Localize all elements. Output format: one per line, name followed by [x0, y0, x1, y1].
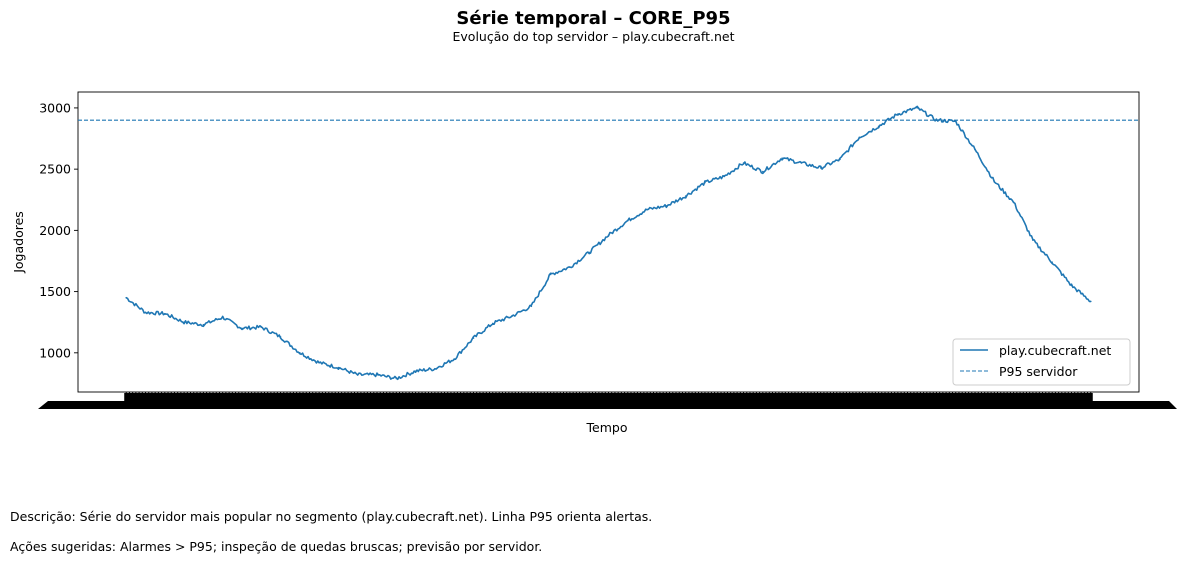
x-tick-labels-overlap [38, 401, 1177, 409]
series-point [646, 208, 648, 211]
series-point [183, 321, 185, 324]
series-point [260, 326, 263, 328]
series-point [202, 323, 205, 326]
series-point [704, 181, 706, 184]
series-point [491, 322, 494, 325]
series-point [337, 366, 340, 369]
x-axis-label: Tempo [586, 420, 628, 435]
line-chart: 1000 1500 2000 2500 3000 Jogadores Tempo pla… [11, 91, 1177, 435]
series-point [144, 311, 147, 314]
series-point [318, 361, 320, 364]
series-point [993, 180, 996, 183]
series-point [279, 336, 282, 338]
series-point [530, 305, 533, 308]
x-tick-labels-overlap [124, 393, 1093, 401]
series-point [1089, 300, 1092, 303]
suggested-actions-text: Ações sugeridas: Alarmes > P95; inspeção… [10, 539, 543, 554]
series-point [1070, 284, 1073, 287]
series-point [299, 352, 301, 354]
series-point [221, 316, 224, 319]
series-point [395, 377, 398, 380]
legend-label-p95: P95 servidor [999, 364, 1078, 379]
series-point [897, 113, 899, 115]
series-point [954, 120, 957, 123]
series-point [356, 374, 359, 376]
series-point [800, 162, 803, 164]
y-axis: 1000 1500 2000 2500 3000 [39, 100, 78, 360]
series-point [665, 205, 668, 207]
series-point [241, 327, 243, 330]
series-point [742, 162, 745, 164]
series-point [511, 315, 513, 317]
y-tick-label: 1000 [39, 345, 71, 360]
series-point [1012, 201, 1015, 204]
series-point [125, 296, 128, 299]
y-tick-label: 3000 [39, 100, 71, 115]
series-point [974, 148, 976, 151]
series-point [453, 358, 455, 360]
series-point [1051, 261, 1053, 264]
series-point [588, 251, 591, 254]
series-point [1032, 239, 1034, 241]
x-axis [38, 392, 1177, 409]
series-point [607, 234, 610, 237]
series-point [569, 266, 571, 268]
legend: play.cubecraft.net P95 servidor [952, 338, 1131, 386]
series-point [839, 158, 841, 161]
series-point [877, 125, 880, 128]
series-point [762, 170, 764, 173]
series-point [858, 136, 861, 139]
series-point [916, 107, 918, 109]
chart-title: Série temporal – CORE_P95 [456, 8, 731, 29]
y-tick-label: 1500 [39, 284, 71, 299]
legend-frame [952, 338, 1131, 386]
series-point [723, 175, 726, 178]
series-point [414, 370, 417, 372]
series-point [434, 367, 436, 370]
y-axis-label: Jogadores [11, 211, 26, 274]
series-point [472, 337, 475, 339]
y-tick-label: 2500 [39, 162, 71, 177]
description-text: Descrição: Série do servidor mais popula… [10, 509, 653, 524]
series-point [549, 273, 552, 276]
series-line-play-cubecraft [125, 105, 1091, 381]
series-point [376, 374, 378, 376]
series-point [781, 157, 783, 159]
series-point [164, 312, 166, 315]
legend-label-server: play.cubecraft.net [999, 343, 1111, 358]
chart-subtitle: Evolução do top servidor – play.cubecraf… [452, 29, 735, 44]
y-tick-label: 2000 [39, 223, 71, 238]
series-point [626, 219, 629, 222]
series-layer [78, 105, 1139, 381]
series-point [684, 195, 687, 197]
series-point [819, 167, 822, 169]
